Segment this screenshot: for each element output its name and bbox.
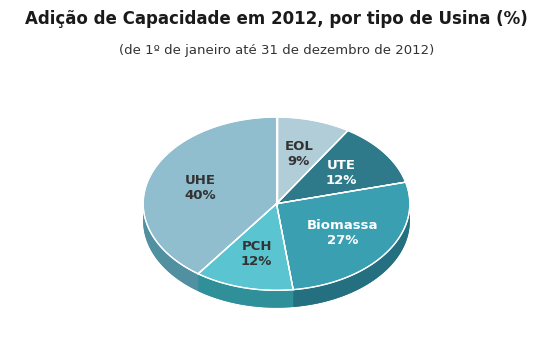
- Polygon shape: [276, 134, 348, 204]
- Text: PCH
12%: PCH 12%: [241, 240, 272, 268]
- Polygon shape: [198, 204, 293, 308]
- Text: UHE
40%: UHE 40%: [185, 174, 216, 202]
- Polygon shape: [143, 117, 276, 274]
- Polygon shape: [293, 204, 410, 307]
- Text: Adição de Capacidade em 2012, por tipo de Usina (%): Adição de Capacidade em 2012, por tipo d…: [25, 10, 528, 28]
- Text: (de 1º de janeiro até 31 de dezembro de 2012): (de 1º de janeiro até 31 de dezembro de …: [119, 44, 434, 57]
- Polygon shape: [276, 130, 406, 204]
- Polygon shape: [143, 204, 198, 291]
- Polygon shape: [276, 200, 410, 307]
- Polygon shape: [198, 204, 293, 290]
- Text: EOL
9%: EOL 9%: [284, 140, 313, 168]
- Polygon shape: [276, 182, 410, 290]
- Polygon shape: [143, 134, 276, 291]
- Polygon shape: [198, 274, 293, 308]
- Polygon shape: [276, 117, 348, 204]
- Text: Biomassa
27%: Biomassa 27%: [307, 219, 378, 247]
- Text: UTE
12%: UTE 12%: [326, 159, 357, 187]
- Polygon shape: [276, 148, 406, 204]
